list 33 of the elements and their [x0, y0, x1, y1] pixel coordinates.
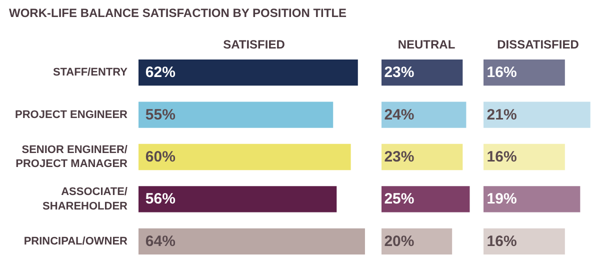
- data-label: 23%: [384, 148, 414, 166]
- data-label: 25%: [384, 190, 414, 208]
- y-tick-label: PROJECT ENGINEER: [15, 108, 128, 121]
- bar: [382, 60, 463, 86]
- bar: [138, 144, 351, 170]
- data-label: 62%: [145, 64, 176, 82]
- data-label: 23%: [384, 64, 414, 82]
- x-axis-title: NEUTRAL: [398, 38, 456, 52]
- bar: [382, 186, 470, 212]
- data-label: 20%: [384, 232, 414, 250]
- data-label: 21%: [486, 106, 517, 124]
- data-label: 55%: [145, 106, 176, 124]
- bar: [382, 144, 463, 170]
- y-tick-label: STAFF/ENTRY: [52, 66, 128, 79]
- bar: [138, 186, 337, 212]
- y-tick-label: SENIOR ENGINEER/ PROJECT MANAGER: [16, 144, 128, 170]
- data-label: 60%: [145, 148, 176, 166]
- data-label: 24%: [384, 106, 414, 124]
- bar: [138, 228, 365, 254]
- data-label: 19%: [486, 190, 517, 208]
- data-label: 16%: [486, 232, 517, 250]
- data-label: 56%: [145, 190, 176, 208]
- chart-title: WORK-LIFE BALANCE SATISFACTION BY POSITION TITLE: [9, 5, 347, 22]
- y-tick-label: ASSOCIATE/ SHAREHOLDER: [42, 186, 128, 212]
- x-axis-title: DISSATISFIED: [497, 38, 580, 52]
- bar: [138, 102, 334, 128]
- data-label: 64%: [145, 232, 176, 250]
- data-label: 16%: [486, 148, 517, 166]
- x-axis-title: SATISFIED: [223, 38, 286, 52]
- bar: [138, 60, 358, 86]
- y-tick-label: PRINCIPAL/OWNER: [24, 235, 128, 248]
- data-label: 16%: [486, 64, 517, 82]
- bar: [382, 102, 466, 128]
